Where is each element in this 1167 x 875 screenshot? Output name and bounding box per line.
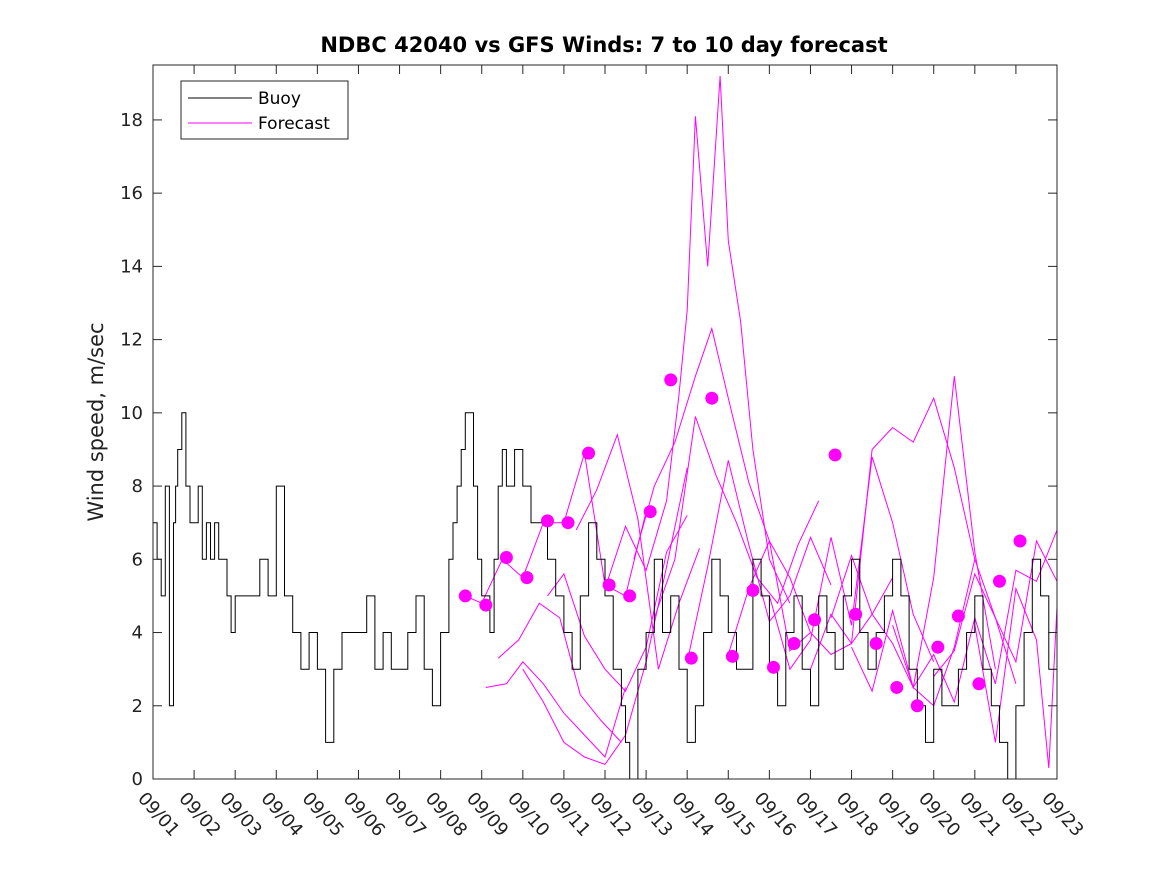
forecast-marker	[746, 583, 760, 597]
plot-area	[153, 65, 1057, 779]
forecast-line	[974, 586, 1057, 769]
forecast-marker	[684, 651, 698, 665]
forecast-marker	[643, 505, 657, 519]
forecast-line	[653, 416, 820, 619]
forecast-marker	[540, 514, 554, 528]
buoy-series	[153, 412, 1057, 779]
y-tick-label: 14	[120, 256, 143, 277]
legend: Buoy Forecast	[180, 80, 349, 140]
forecast-marker	[479, 598, 493, 612]
y-tick-label: 8	[132, 476, 143, 497]
legend-box	[180, 80, 349, 140]
y-tick-label: 2	[132, 696, 143, 717]
forecast-marker	[664, 373, 678, 387]
forecast-markers	[458, 373, 1027, 713]
forecast-marker	[499, 550, 513, 564]
forecast-marker	[890, 680, 904, 694]
y-axis-label: Wind speed, m/sec	[84, 322, 108, 521]
forecast-marker	[787, 637, 801, 651]
y-tick-label: 16	[120, 183, 143, 204]
forecast-marker	[705, 391, 719, 405]
forecast-marker	[602, 578, 616, 592]
forecast-line	[497, 602, 622, 743]
y-tick-label: 0	[132, 769, 143, 790]
forecast-marker	[520, 571, 534, 585]
y-tick-label: 10	[120, 403, 143, 424]
forecast-marker	[869, 637, 883, 651]
forecast-marker	[972, 677, 986, 691]
forecast-line	[686, 460, 832, 662]
y-tick-label: 4	[132, 623, 143, 644]
chart-title: NDBC 42040 vs GFS Winds: 7 to 10 day for…	[320, 33, 887, 57]
forecast-marker	[849, 607, 863, 621]
forecast-marker	[458, 589, 472, 603]
forecast-line	[547, 515, 688, 692]
forecast-marker	[951, 609, 965, 623]
y-tick-label: 18	[120, 110, 143, 131]
forecast-line	[485, 661, 626, 758]
forecast-line	[727, 539, 894, 656]
forecast-marker	[561, 516, 575, 530]
legend-buoy-label: Buoy	[258, 89, 301, 109]
forecast-marker	[931, 640, 945, 654]
forecast-marker	[623, 589, 637, 603]
forecast-line	[604, 75, 791, 604]
forecast-marker	[808, 613, 822, 627]
y-axis: 0 2 4 6 8 10 12 14 16 18	[120, 110, 1057, 790]
forecast-marker	[725, 649, 739, 663]
buoy-line	[153, 412, 1057, 779]
forecast-marker	[1013, 534, 1027, 548]
y-tick-label: 12	[120, 330, 143, 351]
forecast-marker	[828, 448, 842, 462]
forecast-line	[522, 467, 688, 766]
forecast-line	[933, 539, 1057, 677]
legend-forecast-label: Forecast	[258, 114, 330, 134]
forecast-marker	[582, 446, 596, 460]
forecast-marker	[766, 660, 780, 674]
forecast-line	[768, 456, 935, 671]
y-tick-label: 6	[132, 549, 143, 570]
forecast-marker	[910, 699, 924, 713]
forecast-marker	[992, 574, 1006, 588]
